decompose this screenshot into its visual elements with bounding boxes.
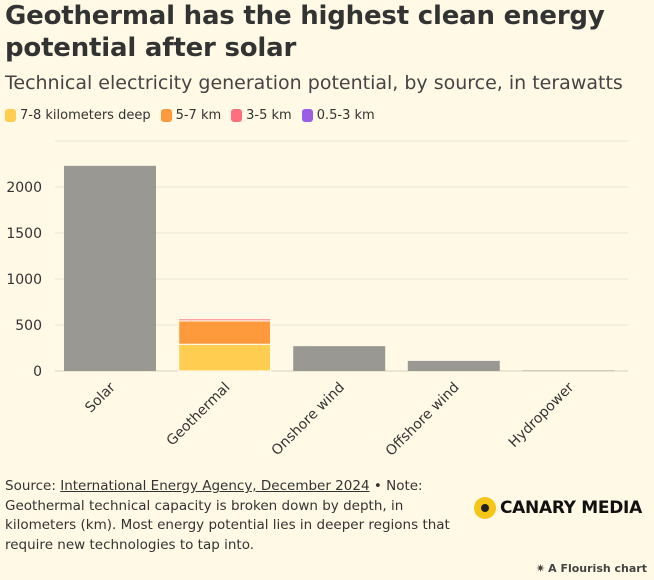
legend-swatch [160, 109, 172, 122]
legend-label: 7-8 kilometers deep [20, 108, 151, 123]
canary-logo-icon [474, 497, 496, 519]
bar-5-7-km [178, 320, 272, 345]
y-tick-label: 1500 [6, 226, 42, 242]
x-tick-label: Onshore wind [269, 380, 348, 459]
bar-total [64, 165, 156, 371]
bar-total [293, 346, 386, 371]
chart-title: Geothermal has the highest clean energy … [5, 1, 605, 63]
x-tick-label: Hydropower [506, 379, 578, 451]
chart-footer: Source: International Energy Agency, Dec… [5, 477, 465, 555]
legend-label: 0.5-3 km [316, 108, 375, 123]
source-prefix: Source: [5, 478, 61, 494]
footer-note: • Note: Geothermal technical capacity is… [5, 478, 450, 553]
legend-swatch [301, 109, 313, 122]
bar-chart: 0 500 1000 1500 2000 Solar Geothermal Onshore w… [6, 140, 628, 460]
y-tick-label: 1000 [6, 272, 42, 288]
bar-total [407, 360, 500, 371]
x-tick-label: Offshore wind [383, 380, 463, 460]
logo-text: CANARY MEDIA [500, 498, 642, 518]
y-tick-label: 2000 [6, 180, 42, 196]
y-tick-label: 0 [33, 364, 42, 380]
y-tick-label: 500 [15, 318, 42, 334]
chart-subtitle: Technical electricity generation potenti… [5, 72, 623, 94]
legend-item-5-7km[interactable]: 5-7 km [160, 108, 222, 123]
legend-label: 5-7 km [175, 108, 222, 123]
legend-item-3-5km[interactable]: 3-5 km [231, 108, 292, 123]
legend-item-0-5-3km[interactable]: 0.5-3 km [301, 108, 375, 123]
flourish-credit-text: A Flourish chart [548, 562, 647, 575]
legend-label: 3-5 km [246, 108, 292, 123]
bar-7-8-kilometers-deep [178, 343, 272, 372]
bar-0-5-3-km [178, 317, 272, 320]
bar-total [522, 370, 615, 372]
legend-swatch [231, 109, 243, 122]
legend: 7-8 kilometers deep 5-7 km 3-5 km 0.5-3 … [5, 108, 375, 123]
x-tick-label: Solar [82, 379, 119, 416]
flourish-icon: ✷ [535, 562, 546, 575]
legend-swatch [5, 109, 16, 122]
x-tick-label: Geothermal [164, 380, 234, 450]
legend-item-7-8km[interactable]: 7-8 kilometers deep [5, 108, 151, 123]
source-link[interactable]: International Energy Agency, December 20… [60, 478, 370, 494]
canary-media-logo[interactable]: CANARY MEDIA [474, 497, 642, 519]
flourish-credit[interactable]: ✷ A Flourish chart [536, 562, 647, 575]
